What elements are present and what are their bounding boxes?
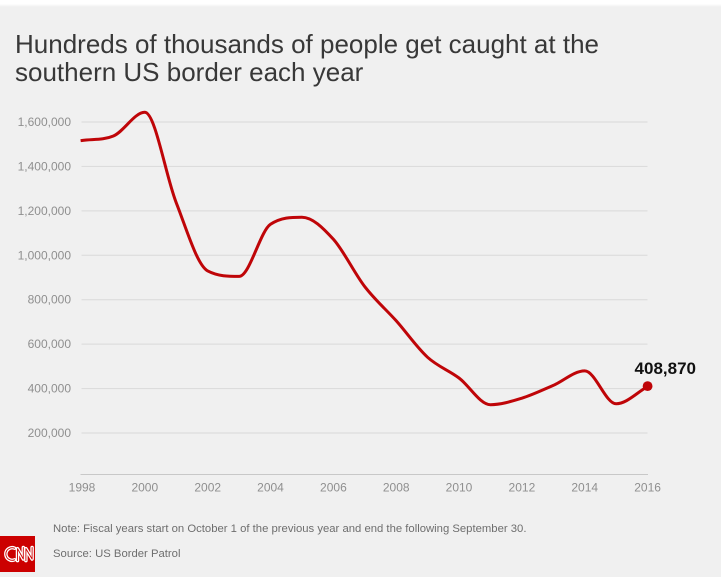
svg-text:1998: 1998 xyxy=(69,481,96,495)
svg-text:2004: 2004 xyxy=(257,481,284,495)
svg-text:2008: 2008 xyxy=(383,481,410,495)
svg-text:200,000: 200,000 xyxy=(28,426,72,440)
svg-text:1,200,000: 1,200,000 xyxy=(18,204,72,218)
svg-text:2006: 2006 xyxy=(320,481,347,495)
svg-text:800,000: 800,000 xyxy=(28,293,72,307)
svg-text:1,000,000: 1,000,000 xyxy=(18,248,72,262)
svg-text:2000: 2000 xyxy=(131,481,158,495)
svg-text:2002: 2002 xyxy=(194,481,221,495)
svg-text:600,000: 600,000 xyxy=(28,337,72,351)
svg-text:2014: 2014 xyxy=(571,481,598,495)
svg-text:400,000: 400,000 xyxy=(28,382,72,396)
svg-text:408,870: 408,870 xyxy=(635,359,696,378)
svg-text:1,400,000: 1,400,000 xyxy=(18,159,72,173)
svg-text:1,600,000: 1,600,000 xyxy=(18,115,72,129)
svg-text:2010: 2010 xyxy=(446,481,473,495)
svg-text:2016: 2016 xyxy=(634,481,661,495)
svg-text:2012: 2012 xyxy=(509,481,536,495)
